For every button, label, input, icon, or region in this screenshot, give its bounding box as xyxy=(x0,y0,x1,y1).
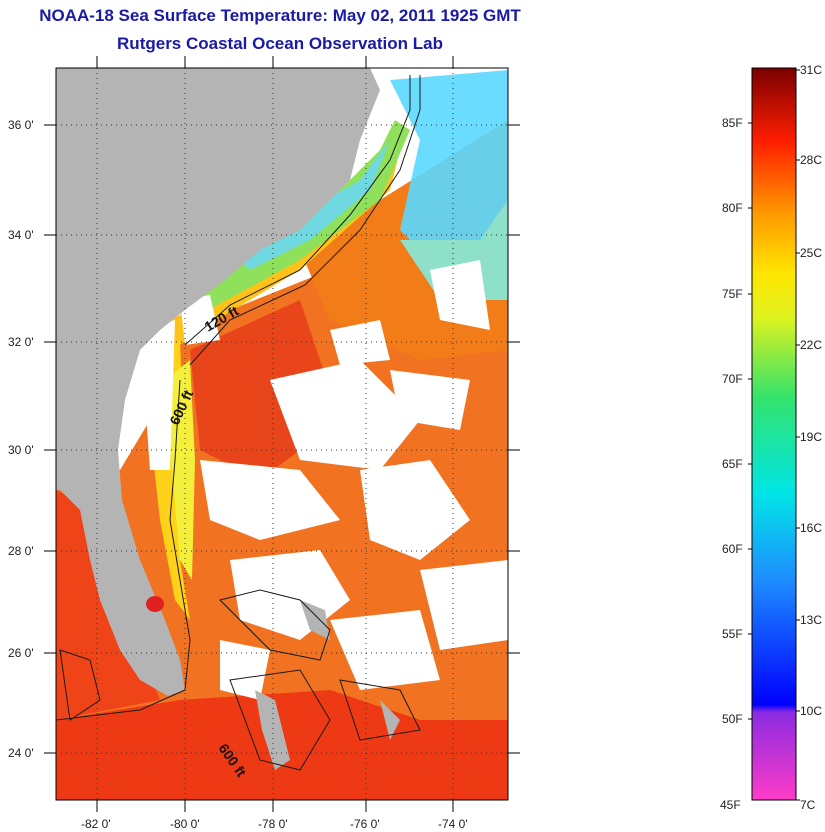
land-mass xyxy=(56,68,380,696)
cbar-c-28: 28C xyxy=(800,153,822,167)
lon-label-78: -78 0' xyxy=(258,817,288,831)
lon-label-74: -74 0' xyxy=(438,817,468,831)
lon-label-82: -82 0' xyxy=(81,817,111,831)
cbar-f-65: 65F xyxy=(722,457,743,471)
cbar-f-70: 70F xyxy=(722,372,743,386)
cbar-c-7: 7C xyxy=(800,798,816,812)
lon-label-76: -76 0' xyxy=(350,817,380,831)
cbar-c-16: 16C xyxy=(800,521,822,535)
cbar-c-10: 10C xyxy=(800,704,822,718)
lat-gridlines xyxy=(56,124,508,754)
cbar-f-50: 50F xyxy=(722,712,743,726)
cbar-c-25: 25C xyxy=(800,246,822,260)
cbar-c-31: 31C xyxy=(800,63,822,77)
lat-label-30: 30 0' xyxy=(8,443,34,457)
cbar-f-55: 55F xyxy=(722,627,743,641)
cbar-f-45: 45F xyxy=(720,798,741,812)
cbar-f-80: 80F xyxy=(722,201,743,215)
cbar-f-75: 75F xyxy=(722,287,743,301)
cbar-f-85: 85F xyxy=(722,116,743,130)
colorbar-ticks xyxy=(748,69,800,801)
cbar-c-19: 19C xyxy=(800,430,822,444)
lat-label-34: 34 0' xyxy=(8,228,34,242)
lon-label-80: -80 0' xyxy=(170,817,200,831)
lat-label-36: 36 0' xyxy=(8,118,34,132)
cbar-f-60: 60F xyxy=(722,542,743,556)
cbar-c-22: 22C xyxy=(800,338,822,352)
map-subtitle: Rutgers Coastal Ocean Observation Lab xyxy=(117,34,443,53)
lat-label-32: 32 0' xyxy=(8,335,34,349)
lat-label-26: 26 0' xyxy=(8,646,34,660)
lon-gridlines xyxy=(96,68,454,800)
colorbar xyxy=(751,67,797,801)
lake-marker xyxy=(146,596,164,612)
axis-ticks xyxy=(44,56,520,812)
lat-label-24: 24 0' xyxy=(8,746,34,760)
sst-field xyxy=(56,68,508,800)
lat-label-28: 28 0' xyxy=(8,544,34,558)
map-title: NOAA-18 Sea Surface Temperature: May 02,… xyxy=(39,6,521,25)
cbar-c-13: 13C xyxy=(800,613,822,627)
